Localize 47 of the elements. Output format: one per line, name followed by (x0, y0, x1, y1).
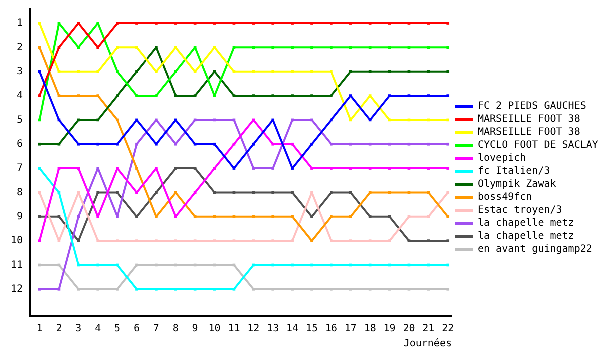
y-tick-label: 3 (17, 66, 24, 78)
legend-label: la chapelle metz (478, 231, 574, 242)
x-tick-label: 13 (267, 324, 280, 335)
x-tick-label: 16 (325, 324, 338, 335)
x-tick-label: 18 (364, 324, 376, 335)
legend-label: FC 2 PIEDS GAUCHES (478, 101, 586, 112)
legend-label: lovepich (478, 153, 526, 164)
legend-label: CYCLO FOOT DE SACLAY (478, 140, 598, 152)
y-tick-label: 2 (17, 42, 24, 54)
legend-label: Olympik Zawak (478, 179, 556, 190)
x-tick-label: 9 (192, 324, 198, 335)
y-tick-label: 10 (10, 236, 24, 247)
x-tick-label: 7 (153, 324, 160, 335)
x-tick-label: 21 (422, 324, 435, 335)
legend-label: MARSEILLE FOOT 38 (478, 114, 580, 126)
y-tick-label: 4 (17, 90, 24, 102)
y-tick-label: 7 (17, 163, 24, 174)
legend-label: boss49fcn (478, 192, 532, 204)
y-tick-label: 11 (10, 260, 24, 271)
x-tick-label: 11 (228, 324, 240, 335)
y-tick-label: 8 (17, 187, 24, 198)
legend-label: en avant guingamp22 (478, 244, 592, 256)
y-tick-label: 9 (17, 211, 24, 222)
y-tick-label: 6 (17, 138, 24, 150)
x-tick-label: 6 (134, 324, 140, 335)
x-tick-label: 22 (442, 324, 454, 335)
x-tick-label: 5 (114, 324, 121, 335)
x-axis-title: Journées (404, 338, 452, 350)
x-tick-label: 15 (306, 324, 318, 335)
x-tick-label: 4 (95, 324, 102, 335)
x-tick-label: 19 (384, 324, 396, 335)
x-tick-label: 3 (76, 324, 82, 335)
legend-label: la chapelle metz (478, 218, 574, 230)
x-tick-label: 1 (36, 324, 43, 335)
y-tick-label: 1 (17, 18, 24, 30)
y-tick-label: 5 (17, 114, 24, 126)
y-tick-label: 12 (10, 284, 24, 296)
x-tick-label: 2 (56, 324, 62, 335)
x-tick-label: 10 (208, 324, 221, 335)
x-tick-label: 14 (286, 324, 299, 335)
legend-label: MARSEILLE FOOT 38 (478, 127, 580, 138)
x-tick-label: 12 (248, 324, 260, 335)
x-tick-label: 8 (172, 324, 179, 335)
legend-label: Estac troyen/3 (478, 205, 562, 216)
x-tick-label: 20 (403, 324, 416, 335)
legend-label: fc Italien/3 (478, 166, 550, 178)
x-tick-label: 17 (344, 324, 357, 335)
